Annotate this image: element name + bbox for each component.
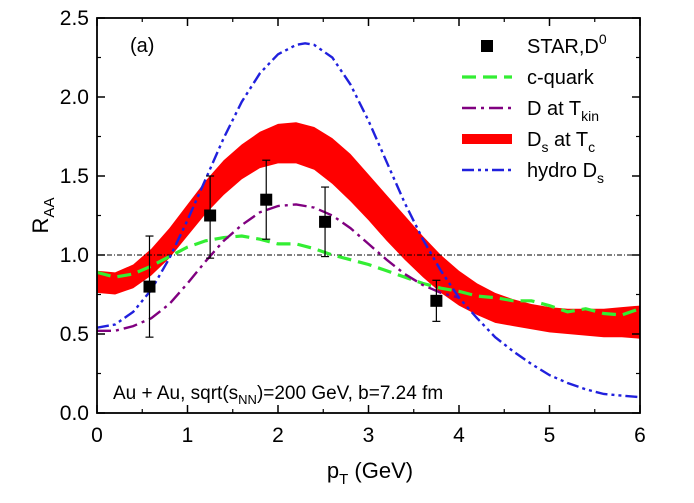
legend-label-main: c-quark (527, 67, 595, 89)
x-axis-label: pT (GeV) (327, 458, 413, 488)
annotation-part-a: Au + Au, sqrt(s (113, 383, 238, 404)
legend-item: D at Tkin (462, 98, 599, 124)
y-tick-label: 1.0 (60, 244, 89, 267)
legend-item: STAR,D0 (481, 31, 607, 58)
y-axis-label-sub: AA (41, 198, 58, 218)
legend-label-sup: 0 (599, 31, 607, 47)
legend-item: Ds at Tc (462, 129, 595, 155)
annotation-part-b: )=200 GeV, b=7.24 fm (257, 383, 443, 404)
x-tick-label: 5 (544, 424, 556, 447)
y-axis-label-main: R (28, 218, 53, 234)
legend-label: STAR,D0 (527, 31, 607, 58)
series-line-1 (97, 234, 640, 317)
data-marker (143, 280, 156, 293)
legend-label-suffix: at T (548, 129, 588, 151)
data-marker (260, 193, 273, 206)
series-line-4 (97, 42, 640, 399)
legend-label: D at Tkin (527, 98, 599, 124)
data-point (204, 175, 217, 259)
data-marker (430, 294, 443, 307)
x-tick-label: 6 (634, 424, 646, 447)
x-axis-label-main: p (327, 458, 339, 483)
legend-label-main: hydro D (527, 160, 597, 182)
x-axis-label-rest: (GeV) (348, 458, 413, 483)
legend-label-sub: s (541, 139, 548, 155)
panel-label: (a) (130, 35, 154, 57)
x-tick-label: 2 (272, 424, 284, 447)
data-point (143, 235, 156, 338)
data-point (260, 159, 273, 240)
legend-label: c-quark (527, 67, 595, 89)
legend-label-main: D (527, 129, 541, 151)
legend-label-suffix-sub: c (588, 139, 595, 155)
annotation-sub: NN (238, 392, 257, 407)
legend-item: hydro Ds (462, 160, 604, 186)
x-tick-label: 1 (182, 424, 194, 447)
collision-annotation: Au + Au, sqrt(sNN)=200 GeV, b=7.24 fm (113, 383, 443, 407)
data-point (430, 279, 443, 322)
y-tick-label: 1.5 (60, 165, 89, 188)
x-tick-label: 4 (453, 424, 465, 447)
y-tick-label: 2.5 (60, 7, 89, 30)
x-axis-label-sub: T (339, 471, 348, 488)
plot-area (97, 42, 640, 399)
y-tick-label: 2.0 (60, 86, 89, 109)
axes-ticks: 0 1 2 3 4 5 6 0.0 0.5 1.0 1.5 2.0 2.5 (60, 7, 646, 447)
x-tick-label: 0 (91, 424, 103, 447)
y-axis-label: RAA (28, 198, 58, 234)
legend-label-sub: kin (581, 108, 599, 124)
y-tick-label: 0.5 (60, 323, 89, 346)
legend-label-sub: s (597, 170, 604, 186)
y-tick-label: 0.0 (60, 402, 89, 425)
legend-item: c-quark (462, 67, 595, 89)
legend-label: hydro Ds (527, 160, 604, 186)
data-point (319, 186, 332, 258)
legend-symbol (481, 40, 493, 52)
legend-label-main: D at T (527, 98, 581, 120)
series-ds-band (97, 122, 640, 339)
series-line-2 (97, 203, 460, 332)
data-marker (204, 209, 217, 222)
plot-inner (97, 42, 640, 399)
legend-label: Ds at Tc (527, 129, 595, 155)
x-tick-label: 3 (363, 424, 375, 447)
legend-symbol (462, 134, 512, 144)
legend-label-main: STAR,D (527, 36, 599, 58)
data-marker (319, 215, 332, 228)
